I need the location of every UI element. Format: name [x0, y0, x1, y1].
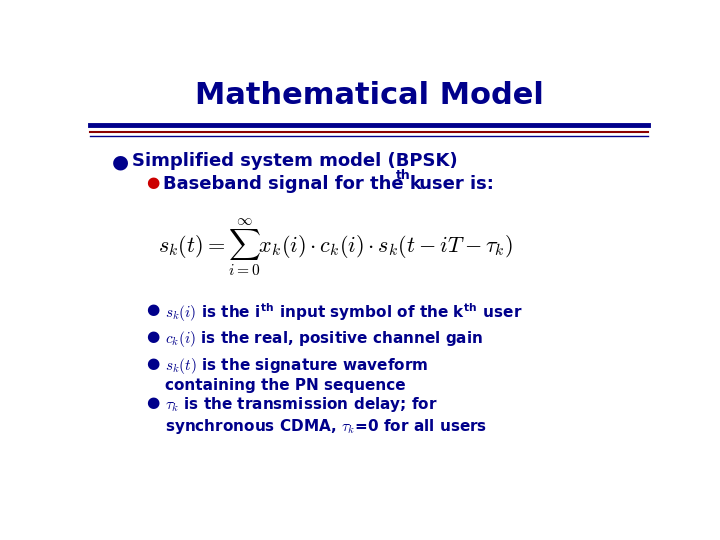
Text: $s_k(t)=\sum_{i=0}^{\infty} x_k(i)\cdot c_k(i)\cdot s_k(t-iT-\tau_k)$: $s_k(t)=\sum_{i=0}^{\infty} x_k(i)\cdot … — [158, 217, 513, 278]
Text: ●: ● — [145, 329, 159, 344]
Text: $s_k(t)$ is the signature waveform
containing the PN sequence: $s_k(t)$ is the signature waveform conta… — [166, 356, 428, 393]
Text: th: th — [396, 169, 410, 182]
Text: $\tau_k$ is the transmission delay; for
synchronous CDMA, $\tau_k$=0 for all use: $\tau_k$ is the transmission delay; for … — [166, 395, 487, 436]
Text: $c_k(i)$ is the real, positive channel gain: $c_k(i)$ is the real, positive channel g… — [166, 329, 483, 349]
Text: user is:: user is: — [413, 175, 493, 193]
Text: ●: ● — [145, 356, 159, 371]
Text: Baseband signal for the k: Baseband signal for the k — [163, 175, 421, 193]
Text: ●: ● — [145, 395, 159, 410]
Text: ●: ● — [145, 302, 159, 317]
Text: $s_k(i)$ is the i$^{\mathregular{th}}$ input symbol of the k$^{\mathregular{th}}: $s_k(i)$ is the i$^{\mathregular{th}}$ i… — [166, 302, 523, 324]
Text: ●: ● — [145, 175, 159, 190]
Text: Simplified system model (BPSK): Simplified system model (BPSK) — [132, 152, 457, 170]
Text: ●: ● — [112, 152, 130, 171]
Text: Mathematical Model: Mathematical Model — [194, 82, 544, 111]
